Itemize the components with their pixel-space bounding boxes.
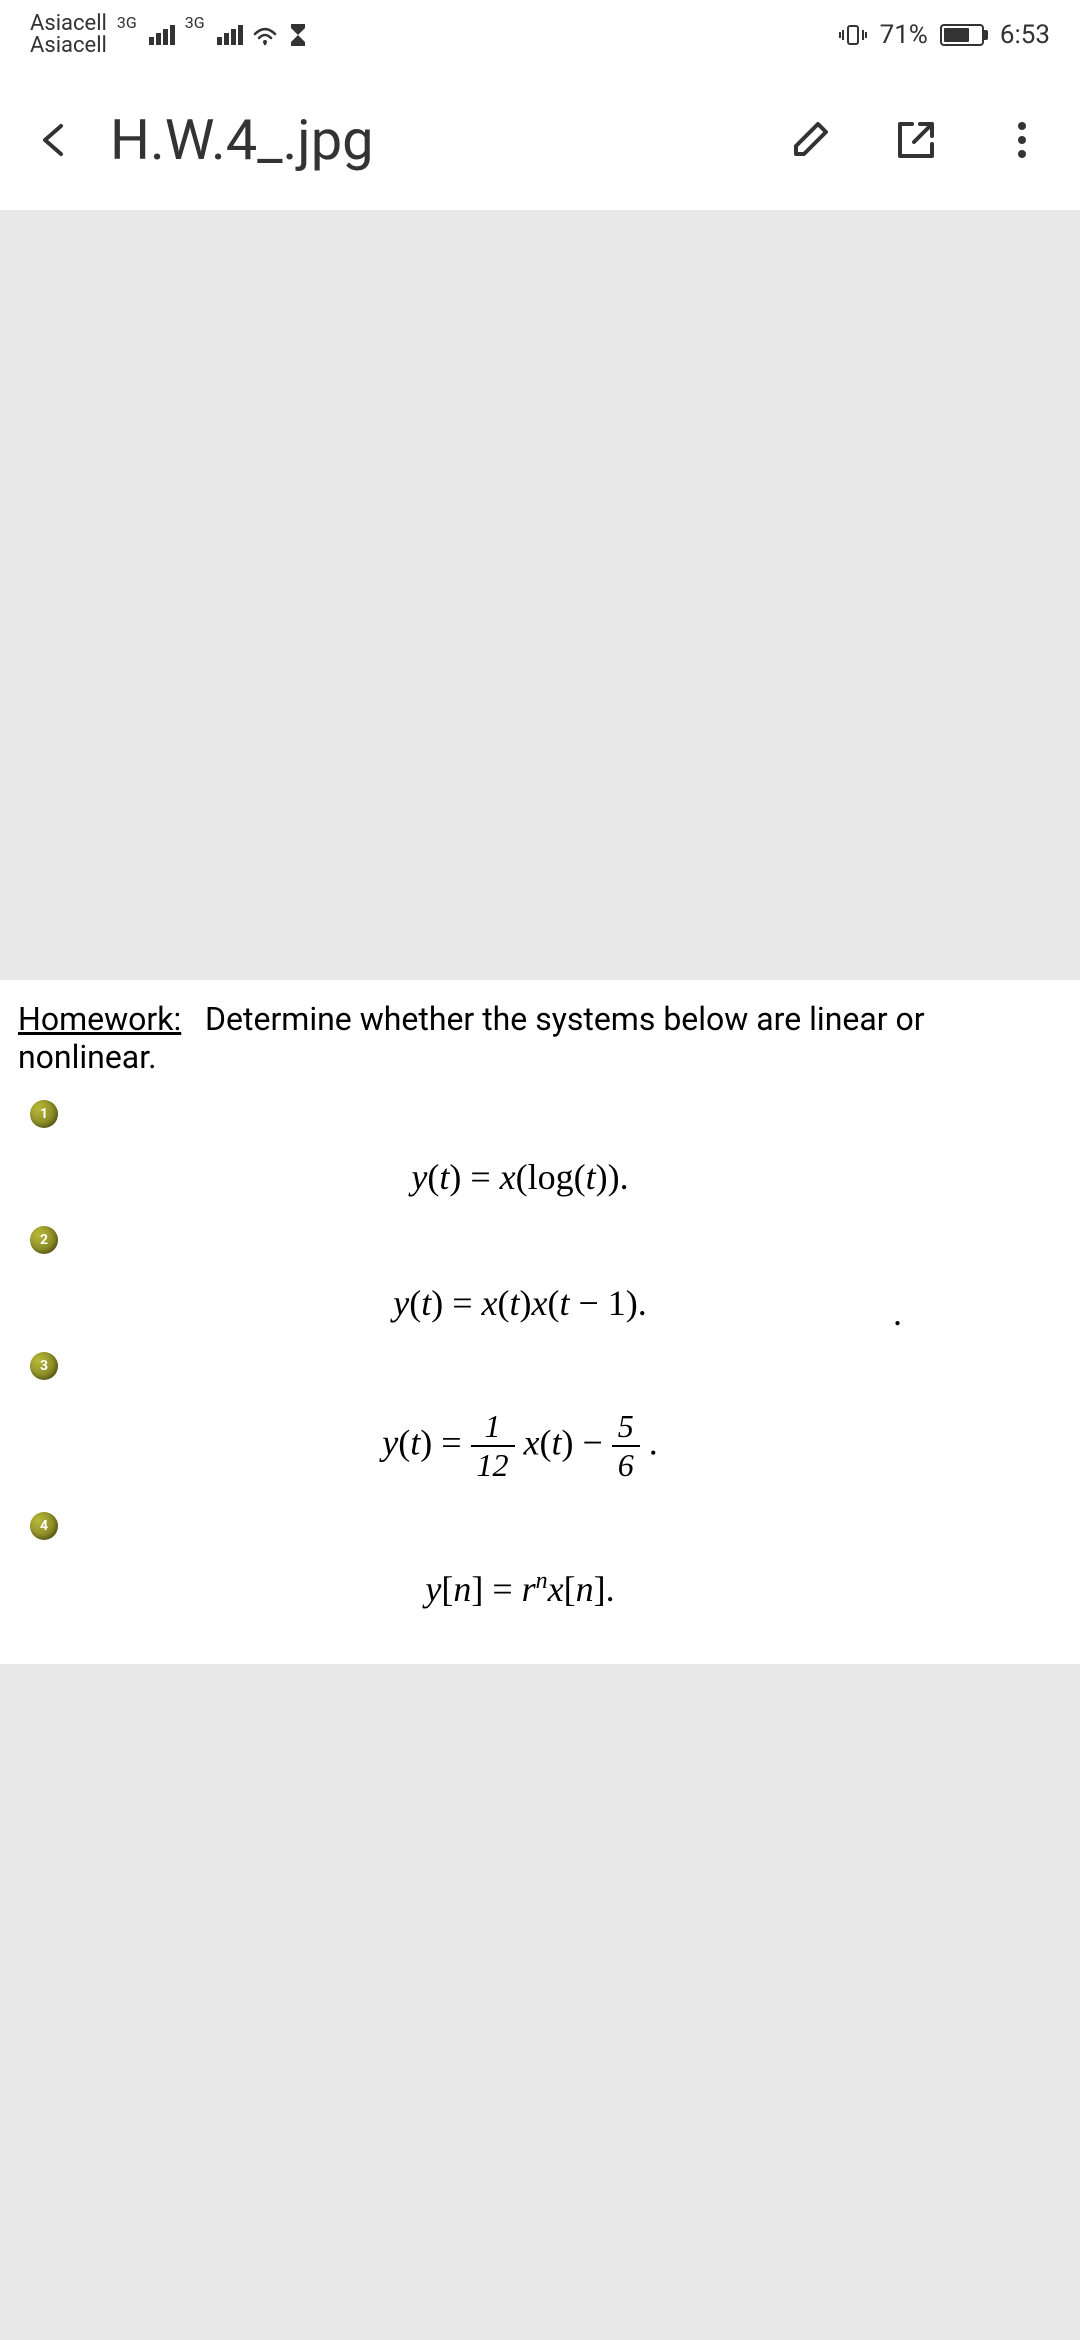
carrier-1: Asiacell	[30, 13, 107, 35]
app-bar: H.W.4_.jpg	[0, 70, 1080, 210]
homework-label: Homework:	[18, 1000, 181, 1038]
problem-4: 4	[18, 1508, 1062, 1540]
back-arrow-icon	[33, 118, 77, 162]
problem-1: 1	[18, 1096, 1062, 1128]
status-left: Asiacell Asiacell 3G 3G	[30, 13, 309, 57]
more-button[interactable]	[994, 112, 1050, 168]
page-title: H.W.4_.jpg	[110, 107, 752, 173]
content-area[interactable]: Homework: Determine whether the systems …	[0, 210, 1080, 1664]
edit-button[interactable]	[782, 112, 838, 168]
bullet-2: 2	[30, 1226, 58, 1254]
equation-4: y[n] = rnx[n].	[0, 1548, 1042, 1634]
status-right: 71% 6:53	[838, 20, 1050, 50]
open-external-icon	[892, 116, 940, 164]
carrier-2: Asiacell	[30, 35, 107, 57]
stray-dot: .	[893, 1292, 902, 1334]
pencil-icon	[786, 116, 834, 164]
vibrate-icon	[838, 22, 868, 48]
document-image: Homework: Determine whether the systems …	[0, 980, 1080, 1664]
frac2-den: 6	[612, 1447, 640, 1484]
battery-icon	[940, 24, 988, 46]
network-tech-2: 3G	[185, 13, 205, 32]
signal-bars-2	[217, 25, 243, 45]
app-bar-actions	[782, 112, 1050, 168]
equation-1: y(t) = x(log(t)).	[0, 1136, 1042, 1222]
frac1-den: 12	[471, 1447, 515, 1484]
battery-fill	[944, 28, 970, 42]
more-vertical-icon	[1014, 116, 1030, 164]
bullet-1: 1	[30, 1100, 58, 1128]
problem-2: 2	[18, 1222, 1062, 1254]
status-bar: Asiacell Asiacell 3G 3G 71% 6:53	[0, 0, 1080, 70]
problem-3: 3	[18, 1348, 1062, 1380]
bullet-3: 3	[30, 1352, 58, 1380]
open-external-button[interactable]	[888, 112, 944, 168]
hourglass-icon	[287, 22, 309, 48]
signal-bars-1	[149, 25, 175, 45]
frac2-num: 5	[612, 1408, 640, 1447]
homework-title: Homework: Determine whether the systems …	[18, 1000, 1062, 1076]
clock-time: 6:53	[1000, 20, 1050, 50]
carrier-labels: Asiacell Asiacell	[30, 13, 107, 57]
frac1-num: 1	[471, 1408, 515, 1447]
back-button[interactable]	[30, 115, 80, 165]
network-tech-1: 3G	[117, 13, 137, 32]
battery-percent: 71%	[880, 20, 928, 50]
wifi-icon	[251, 24, 279, 46]
bullet-4: 4	[30, 1512, 58, 1540]
equation-3: y(t) = 112 x(t) − 56 .	[0, 1388, 1042, 1508]
equation-2: y(t) = x(t)x(t − 1). .	[0, 1262, 1042, 1348]
